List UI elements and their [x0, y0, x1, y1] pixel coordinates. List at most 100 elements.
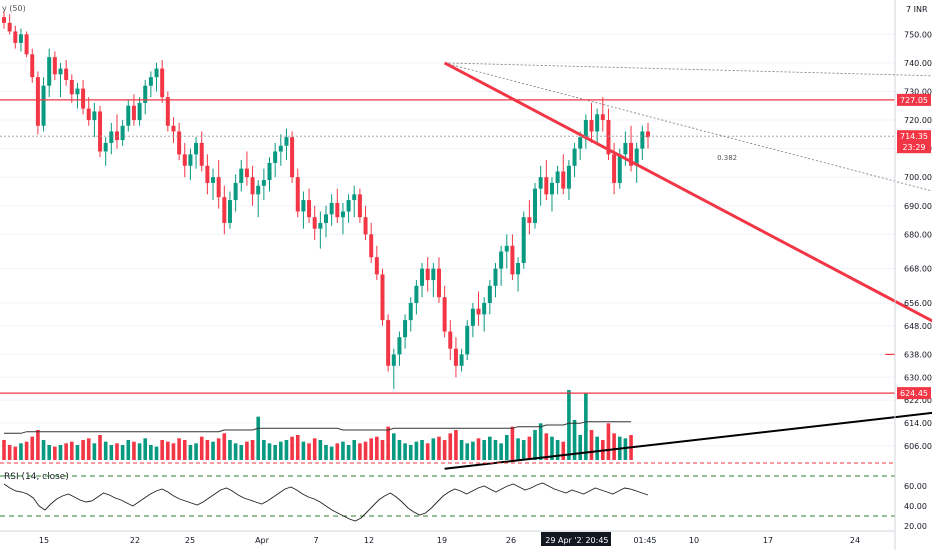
candle-body[interactable]: [182, 154, 187, 166]
candle-body[interactable]: [35, 77, 40, 126]
candle-body[interactable]: [58, 68, 63, 75]
candle-body[interactable]: [13, 31, 18, 43]
candles[interactable]: [2, 11, 650, 389]
candle-body[interactable]: [482, 302, 487, 315]
candle-body[interactable]: [312, 217, 317, 229]
candle-body[interactable]: [199, 142, 204, 166]
candle-body[interactable]: [397, 337, 402, 355]
candle-body[interactable]: [329, 202, 334, 215]
candle-body[interactable]: [137, 102, 142, 121]
candle-body[interactable]: [227, 200, 232, 223]
candle-body[interactable]: [92, 111, 97, 121]
candle-body[interactable]: [24, 34, 29, 55]
candle-body[interactable]: [499, 251, 504, 269]
candle-body[interactable]: [250, 177, 255, 195]
candle-body[interactable]: [572, 148, 577, 166]
candle-body[interactable]: [646, 131, 650, 138]
candle-body[interactable]: [431, 268, 436, 281]
candle-body[interactable]: [256, 185, 261, 195]
candle-body[interactable]: [7, 22, 12, 32]
candle-body[interactable]: [623, 142, 628, 155]
candle-body[interactable]: [595, 114, 600, 132]
candle-body[interactable]: [194, 142, 199, 155]
candle-body[interactable]: [324, 214, 328, 223]
candle-body[interactable]: [600, 114, 605, 121]
candle-body[interactable]: [453, 348, 458, 366]
candle-body[interactable]: [75, 88, 80, 95]
candle-body[interactable]: [295, 177, 300, 212]
candle-body[interactable]: [516, 262, 521, 275]
candle-body[interactable]: [606, 120, 611, 155]
candle-body[interactable]: [211, 177, 216, 183]
candle-body[interactable]: [386, 320, 391, 366]
candle-body[interactable]: [555, 171, 560, 183]
candle-body[interactable]: [114, 131, 119, 141]
candle-body[interactable]: [261, 180, 266, 186]
candle-body[interactable]: [69, 80, 74, 95]
candle-body[interactable]: [533, 188, 538, 223]
candle-body[interactable]: [41, 85, 46, 126]
candle-body[interactable]: [380, 274, 385, 321]
candle-body[interactable]: [177, 131, 182, 155]
candle-body[interactable]: [566, 165, 571, 189]
candle-body[interactable]: [143, 85, 148, 103]
candle-body[interactable]: [165, 97, 170, 126]
candle-body[interactable]: [64, 68, 69, 81]
candle-body[interactable]: [120, 125, 125, 141]
candle-body[interactable]: [374, 257, 379, 275]
candle-body[interactable]: [561, 171, 566, 189]
support-trendline[interactable]: [444, 223, 932, 470]
candle-body[interactable]: [425, 268, 430, 281]
candle-body[interactable]: [442, 297, 447, 332]
candle-body[interactable]: [640, 131, 645, 149]
candle-body[interactable]: [222, 197, 227, 223]
candle-body[interactable]: [126, 105, 131, 126]
candle-body[interactable]: [18, 34, 23, 43]
candle-body[interactable]: [589, 120, 594, 132]
candle-body[interactable]: [81, 88, 86, 109]
candle-body[interactable]: [47, 57, 52, 86]
candle-body[interactable]: [273, 151, 278, 163]
candle-body[interactable]: [86, 108, 91, 121]
horizontal-levels[interactable]: [0, 99, 895, 394]
candle-body[interactable]: [109, 131, 114, 143]
candle-body[interactable]: [521, 217, 526, 263]
candle-body[interactable]: [465, 325, 470, 355]
candle-body[interactable]: [357, 194, 362, 218]
candle-body[interactable]: [301, 200, 306, 212]
candle-body[interactable]: [436, 268, 441, 298]
candle-body[interactable]: [148, 77, 153, 86]
candle-body[interactable]: [470, 308, 475, 326]
candle-body[interactable]: [549, 182, 554, 195]
candle-body[interactable]: [340, 211, 345, 218]
candle-body[interactable]: [30, 54, 35, 78]
candle-body[interactable]: [527, 217, 532, 223]
candle-body[interactable]: [578, 137, 583, 149]
candle-body[interactable]: [420, 268, 425, 286]
candle-body[interactable]: [504, 245, 509, 252]
candle-body[interactable]: [98, 111, 103, 152]
candle-body[interactable]: [493, 268, 498, 286]
candle-body[interactable]: [278, 145, 283, 152]
candle-body[interactable]: [188, 154, 193, 166]
candle-body[interactable]: [216, 177, 221, 198]
candle-body[interactable]: [171, 125, 176, 132]
candle-body[interactable]: [369, 234, 374, 258]
candle-body[interactable]: [414, 285, 419, 303]
candle-body[interactable]: [2, 17, 6, 23]
candle-body[interactable]: [290, 137, 295, 178]
bat-zigzag[interactable]: [443, 61, 932, 386]
candle-body[interactable]: [459, 354, 464, 366]
candle-body[interactable]: [617, 154, 622, 183]
candle-body[interactable]: [244, 168, 249, 178]
candle-body[interactable]: [448, 331, 453, 349]
bat-pattern[interactable]: 0.8860.3822.2480.786BatHOP: (755.41185)(…: [443, 15, 932, 470]
candle-body[interactable]: [408, 302, 413, 321]
candle-body[interactable]: [583, 120, 588, 138]
candle-body[interactable]: [510, 245, 515, 275]
candle-body[interactable]: [363, 217, 368, 235]
candle-body[interactable]: [239, 168, 244, 183]
candle-body[interactable]: [335, 202, 340, 218]
candle-body[interactable]: [205, 165, 210, 183]
